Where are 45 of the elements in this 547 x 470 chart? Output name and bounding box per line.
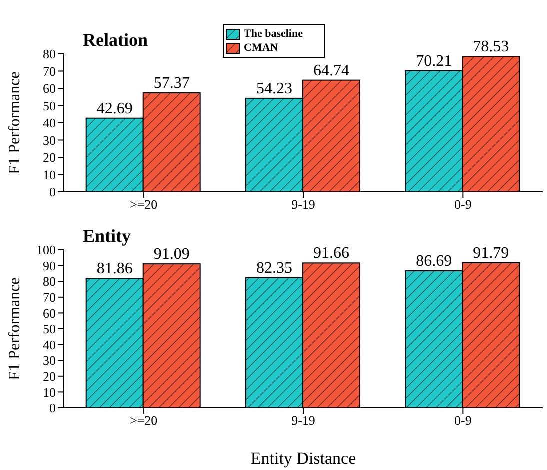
data-label: 57.37 <box>154 75 190 92</box>
data-label: 42.69 <box>96 100 133 118</box>
y-tick-label: 30 <box>43 353 56 368</box>
y-tick-label: 60 <box>43 81 56 96</box>
y-tick-label: 90 <box>43 258 56 274</box>
x-tick-label: 9-19 <box>292 197 316 212</box>
x-axis-title: Entity Distance <box>250 449 356 468</box>
y-tick-label: 60 <box>43 306 56 321</box>
data-label: 91.09 <box>154 246 190 264</box>
y-tick-label: 0 <box>50 184 56 200</box>
y-tick-label: 80 <box>43 274 56 290</box>
x-tick-label: 0-9 <box>454 197 472 212</box>
y-axis-title: F1 Performance <box>6 72 24 174</box>
x-tick-label: >=20 <box>130 197 158 212</box>
x-tick-label: >=20 <box>130 413 158 428</box>
legend-label: The baseline <box>244 27 303 41</box>
data-label: 81.86 <box>96 260 133 278</box>
data-label: 82.35 <box>256 260 293 277</box>
y-tick-label: 0 <box>50 400 56 416</box>
data-label: 70.21 <box>416 52 452 70</box>
y-tick-label: 10 <box>43 167 56 182</box>
x-tick-label: 0-9 <box>454 413 472 428</box>
y-tick-label: 40 <box>43 337 56 352</box>
legend-label: CMAN <box>244 41 278 55</box>
y-tick-label: 70 <box>43 64 56 79</box>
y-tick-label: 80 <box>43 46 56 62</box>
y-tick-label: 50 <box>43 98 56 114</box>
y-tick-label: 50 <box>43 322 56 337</box>
y-tick-label: 70 <box>43 290 56 306</box>
x-tick-label: 9-19 <box>292 413 316 428</box>
y-tick-label: 20 <box>43 150 56 166</box>
data-label: 86.69 <box>416 253 452 270</box>
chart-title: Relation <box>83 30 148 51</box>
data-label: 91.66 <box>314 245 350 262</box>
y-tick-label: 20 <box>43 369 56 384</box>
data-label: 64.74 <box>314 62 350 80</box>
chart-title: Entity <box>83 226 132 247</box>
y-tick-label: 40 <box>43 116 56 131</box>
y-tick-label: 10 <box>43 384 56 400</box>
y-axis-title: F1 Performance <box>6 278 24 380</box>
data-label: 91.79 <box>473 244 510 262</box>
y-tick-label: 100 <box>36 242 56 258</box>
y-tick-label: 30 <box>43 132 56 148</box>
data-label: 54.23 <box>256 80 293 98</box>
data-label: 78.53 <box>473 38 510 56</box>
